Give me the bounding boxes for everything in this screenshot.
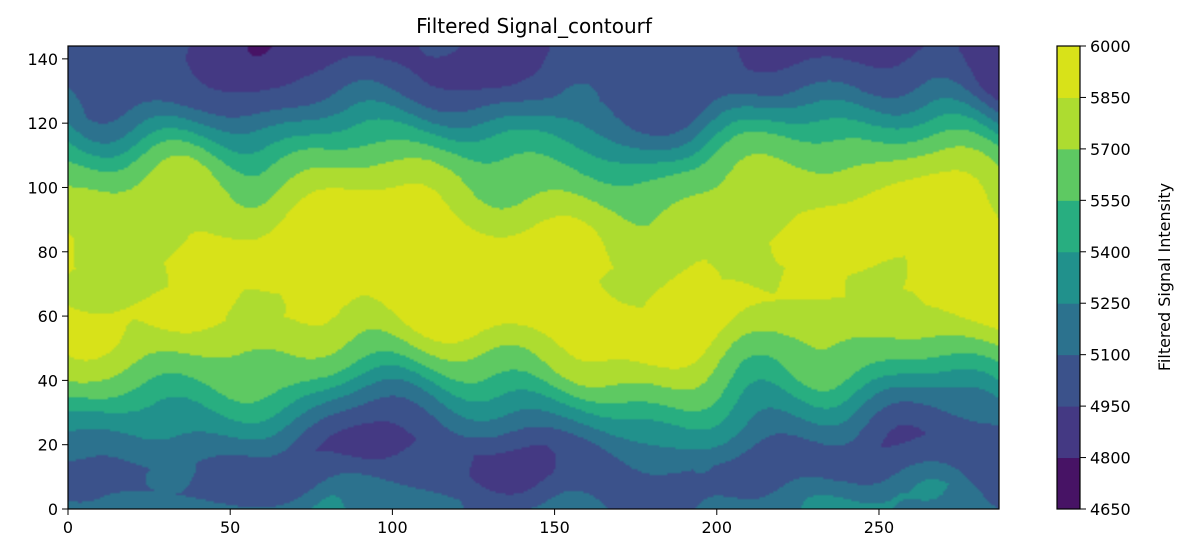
colorbar-tick-label: 5700 [1090, 140, 1131, 159]
plot-area [67, 45, 1000, 510]
x-tick-label: 200 [702, 518, 733, 537]
colorbar-tick-label: 5250 [1090, 294, 1131, 313]
y-tick-label: 80 [38, 243, 58, 262]
y-tick-label: 140 [27, 50, 58, 69]
contour-field [68, 46, 999, 509]
colorbar-tick-label: 6000 [1090, 37, 1131, 56]
plot-frame [67, 45, 1000, 510]
y-tick-label: 40 [38, 371, 58, 390]
y-tick-label: 0 [48, 500, 58, 519]
colorbar-band [1057, 457, 1080, 510]
colorbar-band [1057, 251, 1080, 304]
colorbar-tick-label: 4650 [1090, 500, 1131, 519]
x-tick-label: 0 [63, 518, 73, 537]
colorbar-band [1057, 406, 1080, 459]
colorbar-band [1057, 354, 1080, 407]
colorbar-tick-label: 5100 [1090, 346, 1131, 365]
chart-title: Filtered Signal_contourf [416, 14, 653, 38]
colorbar-bands [1057, 46, 1080, 510]
colorbar-band [1057, 97, 1080, 150]
x-tick-label: 250 [864, 518, 895, 537]
colorbar-band [1057, 303, 1080, 356]
y-tick-label: 100 [27, 178, 58, 197]
x-tick-label: 150 [539, 518, 570, 537]
colorbar-band [1057, 148, 1080, 201]
colorbar-band [1057, 46, 1080, 98]
colorbar-band [1057, 200, 1080, 253]
y-tick-label: 120 [27, 114, 58, 133]
x-tick-label: 100 [377, 518, 408, 537]
colorbar-label: Filtered Signal Intensity [1155, 183, 1174, 371]
colorbar-tick-label: 5400 [1090, 243, 1131, 262]
colorbar: 4650 4800 4950 5100 5250 5400 5550 5700 5850 6000… [1056, 37, 1174, 519]
x-axis: 0 50 100 150 200 250 [63, 509, 894, 537]
x-tick-label: 50 [220, 518, 240, 537]
colorbar-tick-label: 4800 [1090, 449, 1131, 468]
colorbar-ticks: 4650 4800 4950 5100 5250 5400 5550 5700 5850 6000 [1080, 37, 1131, 519]
y-tick-label: 60 [38, 307, 58, 326]
colorbar-tick-label: 4950 [1090, 397, 1131, 416]
colorbar-tick-label: 5550 [1090, 191, 1131, 210]
colorbar-tick-label: 5850 [1090, 88, 1131, 107]
colorbar-frame [1056, 45, 1081, 510]
y-axis: 0 20 40 60 80 100 120 140 [27, 50, 68, 519]
y-tick-label: 20 [38, 436, 58, 455]
